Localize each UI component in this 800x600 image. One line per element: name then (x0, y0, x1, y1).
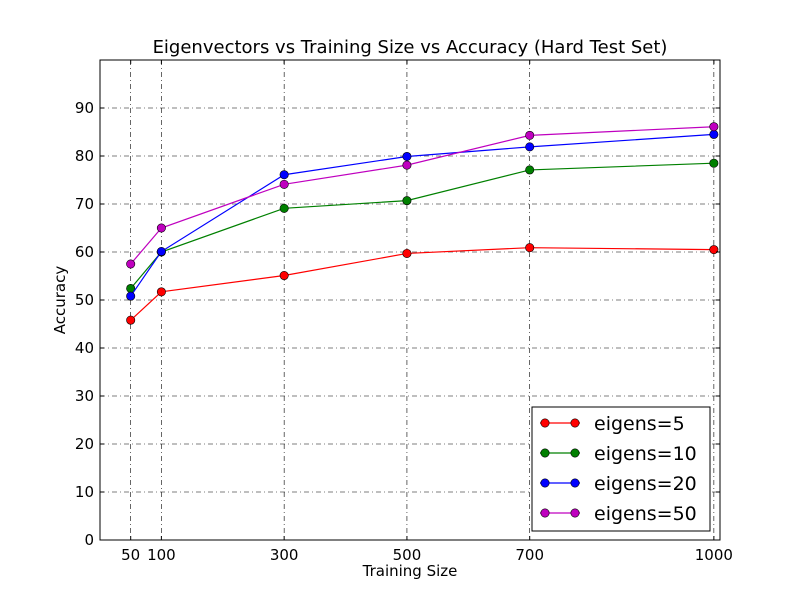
data-point (279, 179, 289, 189)
y-tick-label: 30 (75, 387, 94, 405)
data-point (709, 122, 719, 132)
x-tick-label: 1000 (695, 546, 733, 564)
legend-marker (570, 418, 580, 428)
series-line (130, 162, 714, 289)
chart-title: Eigenvectors vs Training Size vs Accurac… (153, 37, 668, 58)
data-point (156, 223, 166, 233)
data-point (279, 271, 289, 281)
legend-label: eigens=10 (594, 443, 697, 465)
chart-series (126, 122, 719, 325)
data-point (402, 151, 412, 161)
x-tick-label: 100 (147, 546, 176, 564)
chart-legend: eigens=5 eigens=10 eigens=20 eigens=50 (531, 406, 711, 532)
x-tick-label: 700 (515, 546, 544, 564)
data-point (525, 130, 535, 140)
series-line (130, 247, 714, 321)
y-tick-label: 20 (75, 435, 94, 453)
y-tick-label: 50 (75, 291, 94, 309)
x-axis-label: Training Size (362, 562, 458, 580)
y-tick-label: 80 (75, 147, 94, 165)
legend-marker (540, 418, 550, 428)
legend-frame (531, 406, 711, 532)
data-point (525, 142, 535, 152)
legend-marker (540, 508, 550, 518)
legend-marker (570, 508, 580, 518)
data-point (709, 158, 719, 168)
x-tick-label: 300 (270, 546, 299, 564)
series-line (130, 133, 714, 297)
y-tick-label: 0 (84, 531, 94, 549)
data-point (402, 196, 412, 206)
data-point (126, 259, 136, 269)
legend-label: eigens=20 (594, 473, 697, 495)
legend-marker (570, 478, 580, 488)
legend-marker (540, 448, 550, 458)
x-axis: 50 100 300 500 700 1000 (121, 60, 733, 564)
data-point (126, 291, 136, 301)
data-point (156, 247, 166, 257)
data-point (525, 243, 535, 253)
data-point (126, 315, 136, 325)
y-tick-label: 10 (75, 483, 94, 501)
legend-marker (570, 448, 580, 458)
y-tick-label: 90 (75, 99, 94, 117)
data-point (709, 129, 719, 139)
data-point (402, 160, 412, 170)
series-line (130, 126, 714, 265)
data-point (279, 170, 289, 180)
x-tick-label: 50 (121, 546, 140, 564)
data-point (279, 203, 289, 213)
y-axis-label: Accuracy (51, 266, 69, 335)
x-tick-label: 500 (393, 546, 422, 564)
y-tick-label: 70 (75, 195, 94, 213)
data-point (525, 165, 535, 175)
data-point (156, 287, 166, 297)
y-tick-label: 60 (75, 243, 94, 261)
data-point (402, 248, 412, 258)
legend-label: eigens=50 (594, 503, 697, 525)
legend-marker (540, 478, 550, 488)
y-tick-label: 40 (75, 339, 94, 357)
data-point (709, 245, 719, 255)
legend-label: eigens=5 (594, 413, 685, 435)
y-axis: 0 10 20 30 40 50 60 70 80 90 (75, 99, 720, 549)
